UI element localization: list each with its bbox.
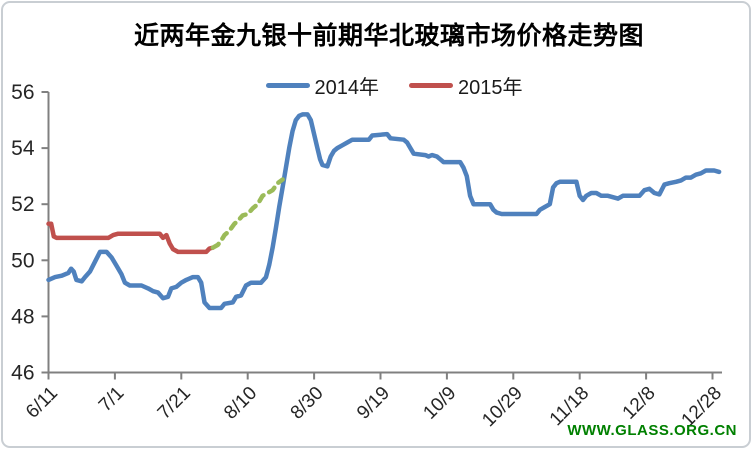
series-line-2015年 <box>46 221 216 255</box>
y-axis-tick-label: 56 <box>11 81 34 104</box>
legend: 2014年 2015年 <box>18 71 752 100</box>
x-axis-tick-label: 7/1 <box>95 383 129 417</box>
y-axis-tick-label: 48 <box>11 305 34 328</box>
legend-label: 2014年 <box>314 77 380 99</box>
x-axis-tick-label: 9/19 <box>353 383 394 424</box>
y-axis-tick-label: 46 <box>11 362 34 385</box>
x-axis-tick-label: 6/11 <box>22 383 62 423</box>
legend-line-swatch <box>265 83 310 88</box>
y-axis-tick-label: 50 <box>11 249 34 272</box>
x-axis-tick-label: 10/29 <box>478 383 526 431</box>
site-watermark: WWW.GLASS.ORG.CN <box>567 422 737 439</box>
x-axis-tick-label: 8/30 <box>287 383 328 424</box>
chart-title: 近两年金九银十前期华北玻璃市场价格走势图 <box>133 23 644 50</box>
x-axis-tick-label: 7/21 <box>154 383 195 424</box>
x-axis-tick-label: 12/8 <box>619 383 660 424</box>
x-axis-tick-label: 10/9 <box>419 383 460 424</box>
series-line-2015年-dashed <box>210 177 285 250</box>
y-axis-tick-label: 54 <box>11 137 35 160</box>
x-axis-tick-label: 8/10 <box>220 383 261 424</box>
legend-item-2015年: 2015年 <box>409 71 523 100</box>
legend-label: 2015年 <box>458 77 523 99</box>
legend-line-swatch <box>409 83 453 88</box>
series-line-2014年 <box>46 112 722 311</box>
legend-item-2014年: 2014年 <box>265 71 380 100</box>
y-axis-tick-label: 52 <box>11 193 34 216</box>
